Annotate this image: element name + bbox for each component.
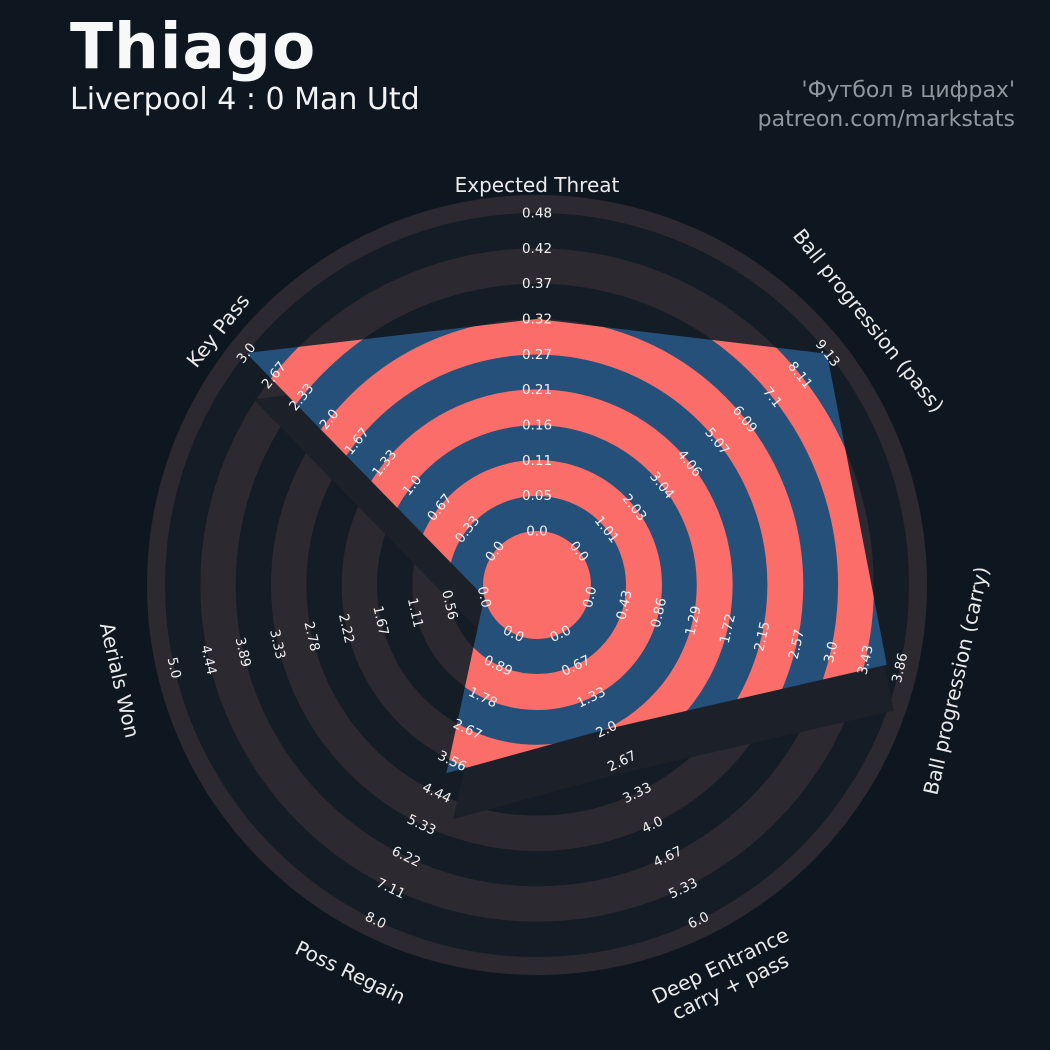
tick-label: 0.0: [526, 524, 547, 540]
credit-brand: 'Футбол в цифрах': [801, 78, 1015, 103]
tick-label: 0.56: [438, 589, 460, 622]
axis-title: Expected Threat: [455, 173, 620, 197]
axis-title: Ball progression (carry): [919, 564, 994, 797]
tick-label: 1.72: [717, 612, 739, 645]
tick-label: 3.0: [821, 640, 841, 665]
tick-label: 4.44: [197, 644, 219, 677]
tick-label: 3.33: [266, 628, 288, 661]
radar-center-circle: [483, 531, 591, 639]
match-score: Liverpool 4 : 0 Man Utd: [70, 82, 420, 118]
tick-label: 2.15: [751, 620, 773, 653]
tick-label: 2.57: [786, 628, 808, 661]
tick-label: 0.42: [522, 241, 552, 257]
tick-label: 2.22: [335, 612, 357, 645]
tick-label: 0.27: [522, 347, 552, 363]
chart-header: Thiago Liverpool 4 : 0 Man Utd: [70, 10, 420, 118]
tick-label: 2.78: [300, 620, 322, 653]
axis-title: Aerials Won: [95, 620, 145, 740]
tick-label: 0.43: [613, 589, 635, 622]
salmon-ring: [246, 319, 874, 774]
tick-label: 1.67: [369, 604, 391, 637]
tick-label: 0.86: [648, 596, 670, 629]
tick-label: 1.29: [682, 604, 704, 637]
tick-label: 0.37: [522, 276, 552, 292]
tick-label: 0.32: [522, 312, 552, 328]
credit-patreon-link: patreon.com/markstats: [757, 107, 1015, 132]
tick-label: 0.21: [522, 382, 552, 398]
tick-label: 3.43: [855, 644, 877, 677]
player-name: Thiago: [70, 10, 317, 83]
tick-label: 5.0: [164, 656, 184, 681]
tick-label: 3.86: [889, 651, 911, 684]
tick-label: 0.48: [522, 206, 552, 222]
tick-label: 1.11: [404, 596, 426, 629]
credits-block: 'Футбол в цифрах' patreon.com/markstats: [758, 76, 1015, 134]
tick-label: 0.11: [522, 453, 552, 469]
tick-label: 0.05: [522, 488, 552, 504]
tick-label: 3.89: [232, 636, 254, 669]
tick-label: 0.0: [580, 585, 600, 610]
tick-label: 0.0: [474, 585, 494, 610]
tick-label: 0.16: [522, 418, 552, 434]
